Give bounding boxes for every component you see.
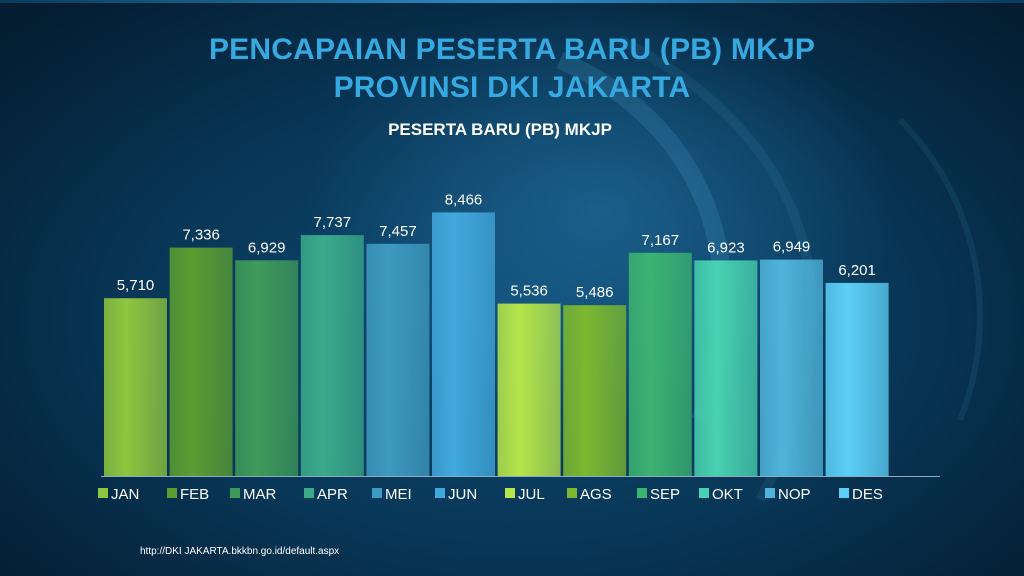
legend-label-apr: APR [317, 486, 348, 503]
legend-label-ags: AGS [580, 486, 612, 503]
data-label-ags: 5,486 [576, 284, 614, 301]
bar-mar [235, 260, 299, 476]
legend-swatch-jan [98, 488, 108, 498]
bar-okt [694, 260, 758, 476]
legend-label-jan: JAN [111, 486, 139, 503]
legend-label-jun: JUN [448, 486, 477, 503]
legend-swatch-okt [699, 488, 709, 498]
bar-jan [104, 298, 167, 476]
legend-label-jul: JUL [518, 486, 545, 503]
legend-swatch-mar [230, 488, 240, 498]
legend-swatch-des [839, 488, 849, 498]
data-label-sep: 7,167 [642, 232, 680, 249]
legend-swatch-sep [637, 488, 647, 498]
data-label-jun: 8,466 [445, 191, 483, 208]
bar-nop [760, 259, 823, 476]
slide-title-line2: PROVINSI DKI JAKARTA [333, 71, 691, 104]
legend-swatch-apr [304, 488, 314, 498]
bar-mei [366, 243, 430, 476]
data-label-des: 6,201 [838, 262, 876, 279]
data-label-mar: 6,929 [248, 239, 286, 256]
data-label-apr: 7,737 [314, 214, 352, 231]
data-label-feb: 7,336 [182, 227, 220, 244]
data-label-nop: 6,949 [773, 239, 811, 256]
legend-label-mar: MAR [243, 486, 277, 503]
legend-label-des: DES [852, 486, 883, 503]
bar-ags [563, 305, 627, 476]
bar-sep [628, 252, 692, 476]
bar-jun [432, 212, 495, 476]
legend-swatch-jun [435, 488, 445, 498]
bar-jul [497, 303, 561, 476]
chart-title: PESERTA BARU (PB) MKJP [388, 120, 612, 139]
legend-swatch-mei [372, 488, 382, 498]
data-label-jan: 5,710 [117, 277, 155, 294]
legend-label-sep: SEP [650, 486, 680, 503]
legend-label-okt: OKT [712, 486, 743, 503]
legend-swatch-jul [505, 488, 515, 498]
legend-label-mei: MEI [385, 486, 412, 503]
legend-swatch-feb [167, 488, 177, 498]
bar-apr [300, 235, 364, 476]
top-accent-line [0, 0, 1024, 3]
legend-swatch-ags [567, 488, 577, 498]
data-label-okt: 6,923 [707, 239, 745, 256]
legend-label-feb: FEB [180, 486, 209, 503]
legend-swatch-nop [765, 488, 775, 498]
data-label-jul: 5,536 [510, 283, 548, 300]
footer-url: http://DKI JAKARTA.bkkbn.go.id/default.a… [140, 546, 340, 557]
bar-des [825, 282, 889, 476]
legend-label-nop: NOP [778, 486, 811, 503]
slide-title-line1: PENCAPAIAN PESERTA BARU (PB) MKJP [208, 33, 816, 66]
data-label-mei: 7,457 [379, 223, 417, 240]
bar-feb [169, 247, 233, 476]
